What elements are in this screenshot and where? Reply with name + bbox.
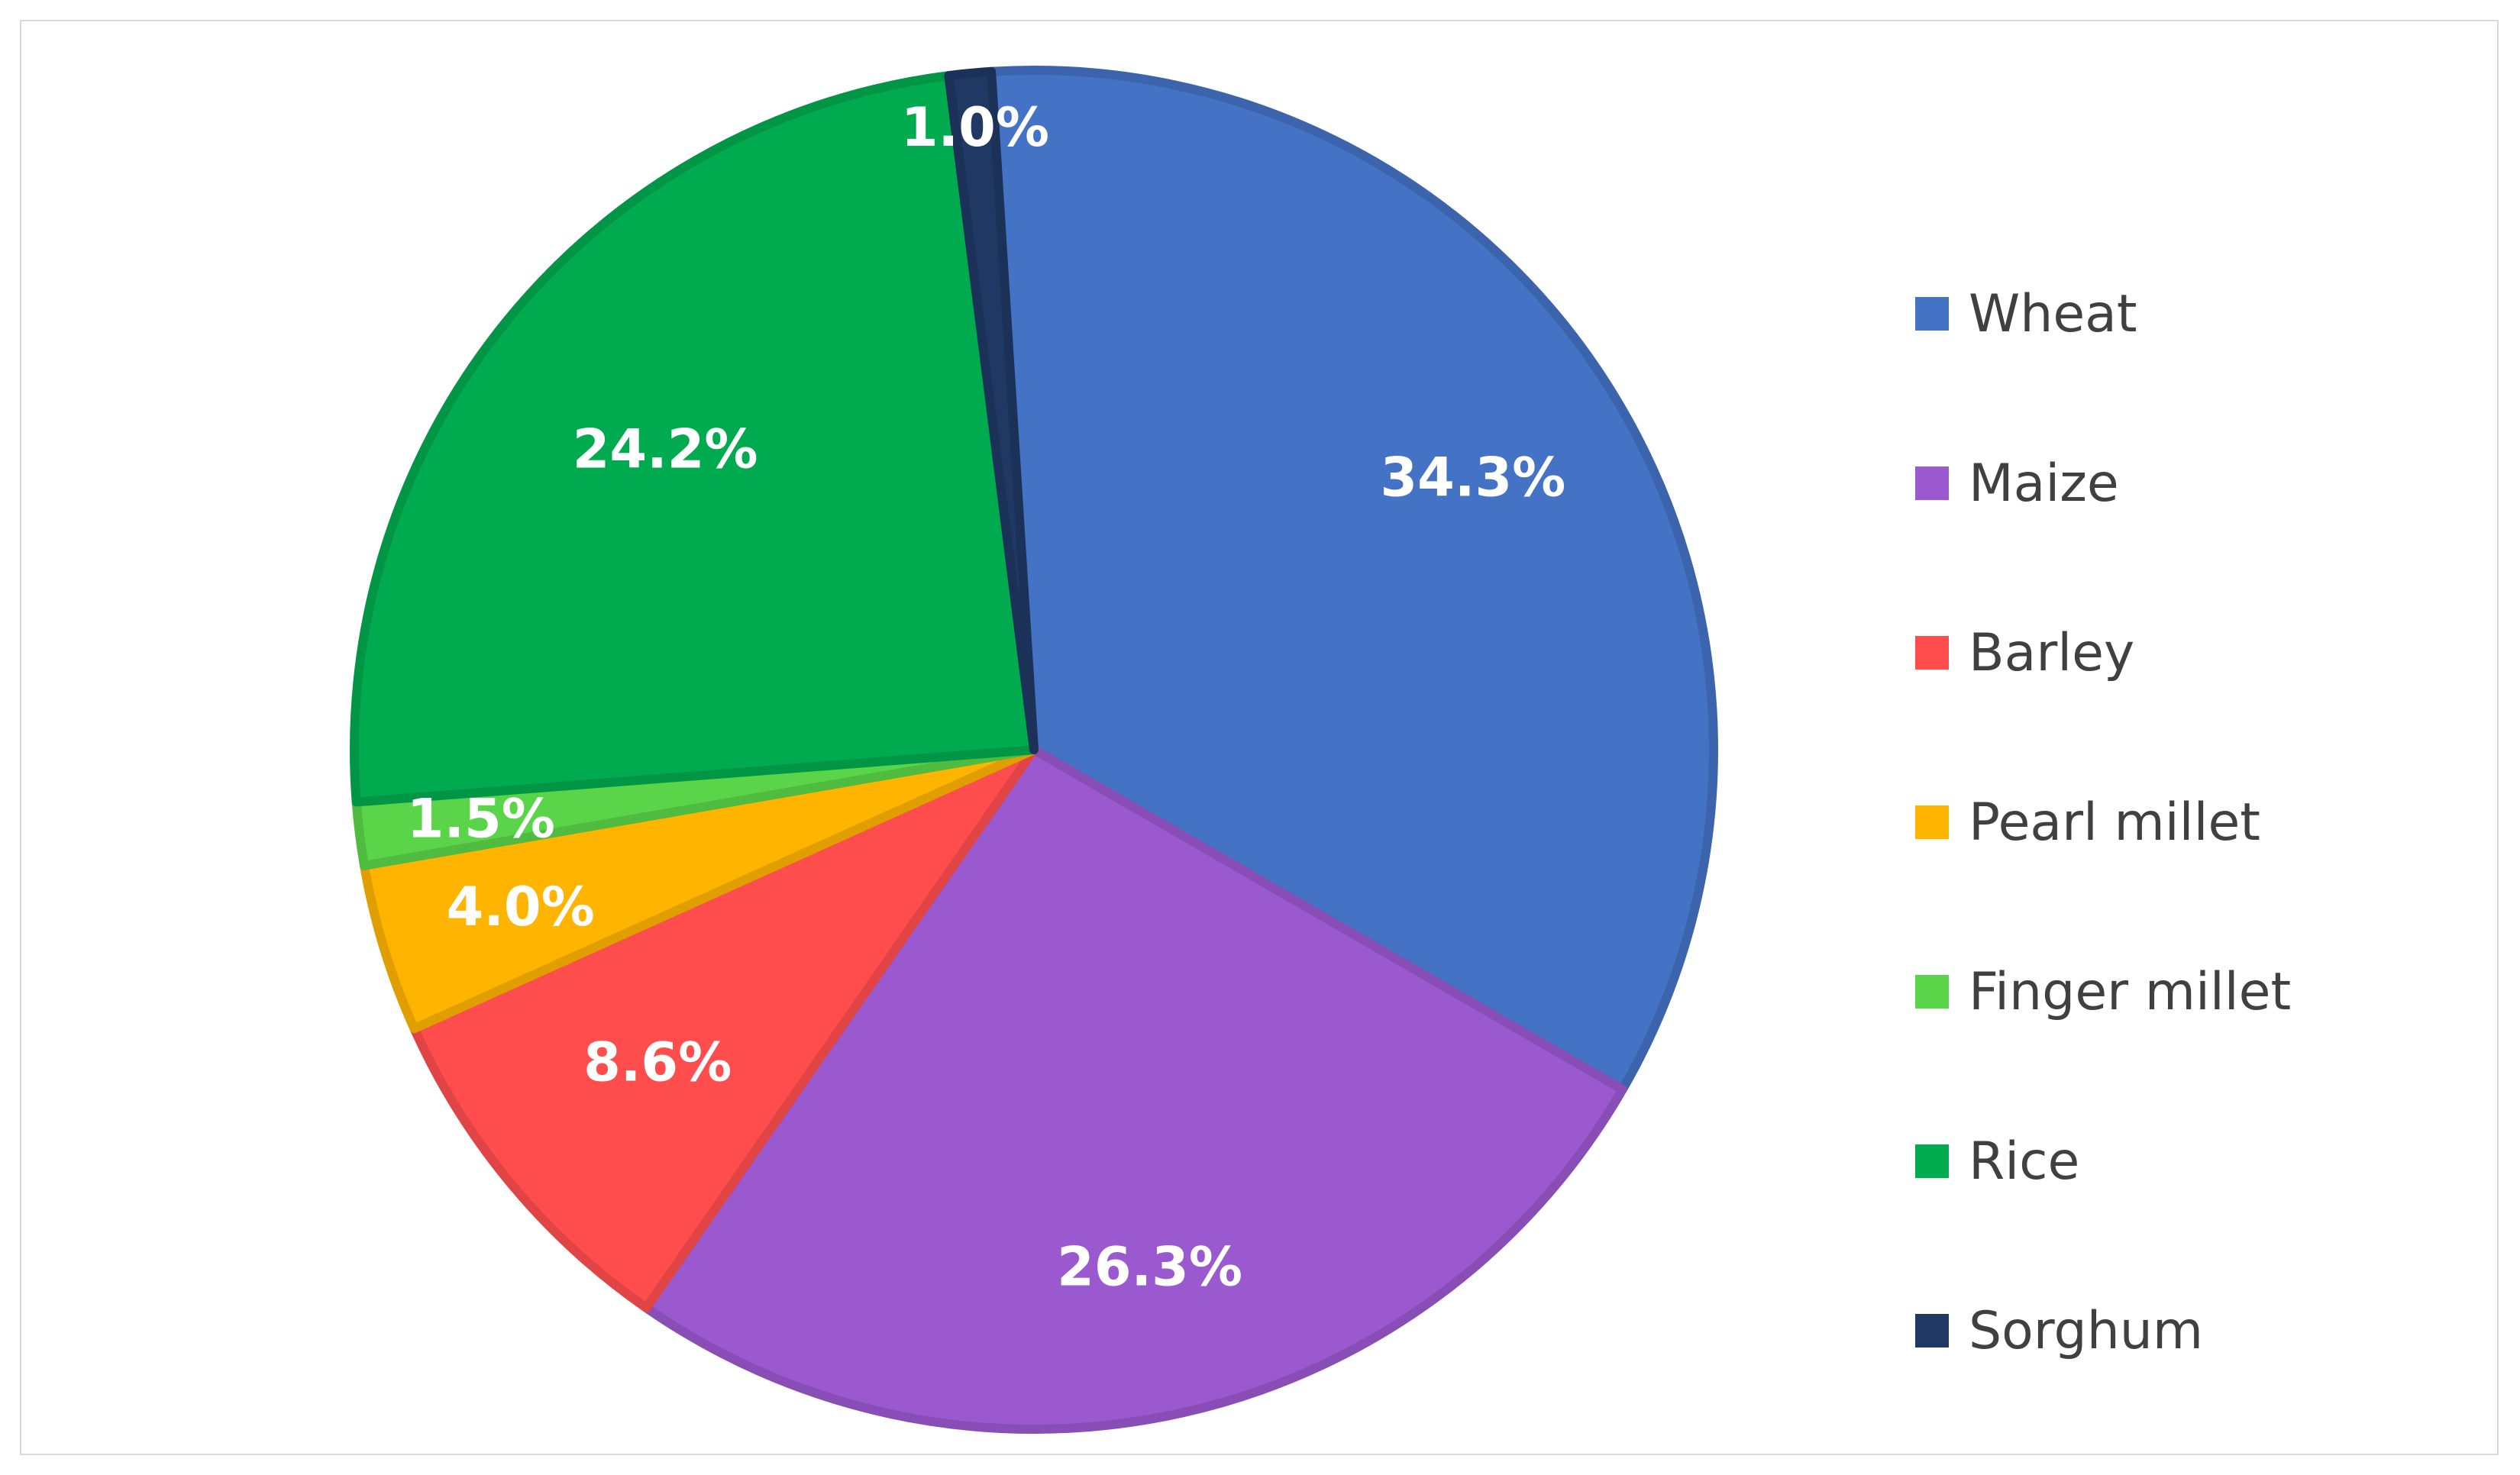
legend-label-pearl-millet: Pearl millet [1969,792,2260,853]
legend-swatch-pearl-millet [1915,805,1949,839]
legend-item-finger-millet: Finger millet [1915,907,2465,1076]
legend-label-finger-millet: Finger millet [1969,961,2292,1022]
data-label-barley: 8.6% [583,1031,732,1094]
pie-slice-barley [409,745,1039,1313]
legend-swatch-finger-millet [1915,975,1949,1009]
data-label-finger-millet: 1.5% [407,787,555,850]
pie-slices [350,66,1718,1434]
data-label-wheat: 34.3% [1380,447,1565,509]
legend-swatch-barley [1915,636,1949,670]
data-label-rice: 24.2% [573,418,758,480]
pie-data-labels: 34.3% 26.3% 8.6% 4.0% 1.5% 24.2% 1.0% [407,96,1566,1299]
legend-swatch-sorghum [1915,1314,1949,1348]
legend-label-sorghum: Sorghum [1969,1300,2204,1361]
legend-label-wheat: Wheat [1969,283,2137,344]
legend-item-sorghum: Sorghum [1915,1246,2465,1415]
pie-slice-pearl-millet [360,745,1039,1034]
legend-label-barley: Barley [1969,622,2135,683]
legend-item-barley: Barley [1915,568,2465,738]
pie-slice-maize [641,745,1627,1434]
legend-swatch-wheat [1915,297,1949,331]
legend-item-wheat: Wheat [1915,229,2465,399]
legend-item-maize: Maize [1915,399,2465,568]
data-label-maize: 26.3% [1057,1235,1242,1298]
pie-slice-wheat [987,66,1718,1095]
legend-item-pearl-millet: Pearl millet [1915,738,2465,907]
legend: Wheat Maize Barley Pearl millet Finger mille… [1915,229,2465,1415]
legend-item-rice: Rice [1915,1076,2465,1246]
legend-swatch-rice [1915,1144,1949,1178]
legend-label-rice: Rice [1969,1131,2080,1192]
pie-slice-rice [350,71,1039,807]
data-label-pearl-millet: 4.0% [447,876,595,938]
data-label-sorghum: 1.0% [901,96,1049,159]
legend-swatch-maize [1915,466,1949,500]
pie-slice-sorghum [944,66,1039,754]
legend-label-maize: Maize [1969,453,2119,514]
